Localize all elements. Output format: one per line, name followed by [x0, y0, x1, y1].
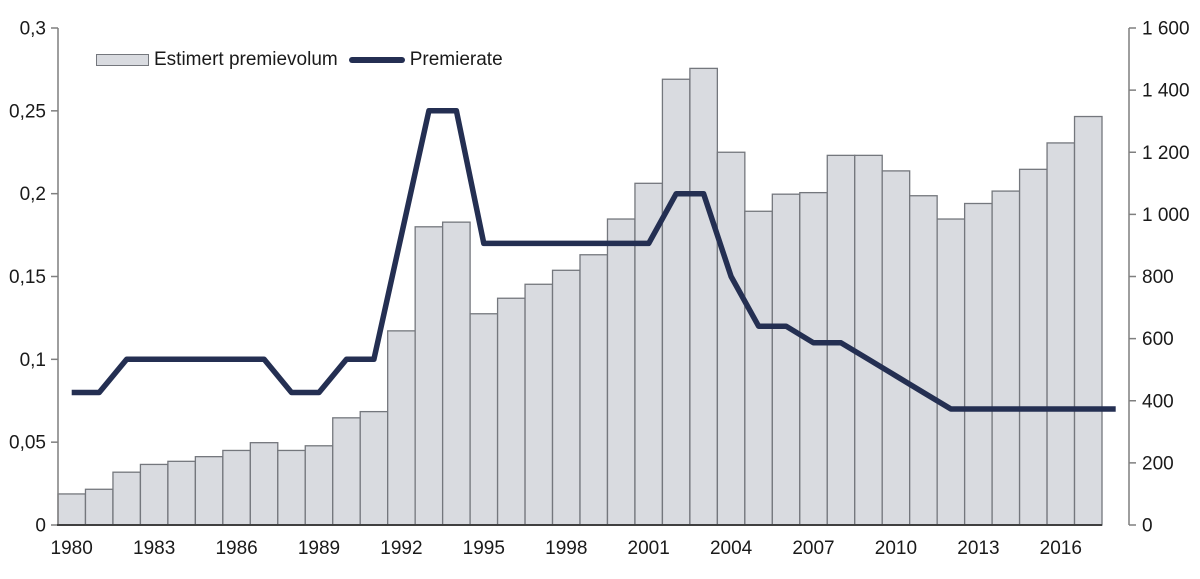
bar-2010	[881, 170, 911, 526]
right-axis-tick-label: 800	[1142, 267, 1174, 288]
left-axis-tick-label: 0,1	[20, 350, 46, 371]
bar-1985	[194, 456, 224, 526]
bar-2001	[634, 182, 664, 526]
bar-1989	[304, 445, 334, 526]
right-axis-tick-label: 200	[1142, 453, 1174, 474]
left-axis-tick-label: 0,2	[20, 184, 46, 205]
x-axis-tick-label: 1989	[298, 538, 340, 559]
bar-1997	[524, 283, 554, 526]
left-axis-tick-label: 0	[35, 516, 46, 537]
line-series-swatch-icon	[348, 56, 405, 63]
left-axis-tick-label: 0,05	[9, 433, 46, 454]
bar-1992	[387, 330, 416, 526]
bar-1982	[112, 471, 142, 526]
bar-1981	[84, 488, 114, 526]
bar-1988	[277, 449, 306, 526]
right-axis-tick-label: 400	[1142, 391, 1174, 412]
bar-1999	[579, 254, 609, 526]
legend-item-premierate: Premierate	[348, 49, 503, 70]
left-axis-tick-label: 0,25	[9, 101, 46, 122]
right-axis-tick-label: 0	[1142, 516, 1153, 537]
x-axis-tick-label: 1983	[133, 538, 175, 559]
left-axis-tick-label: 0,15	[9, 267, 46, 288]
legend-item-estimert-premievolum: Estimert premievolum	[96, 50, 338, 69]
bar-1996	[496, 297, 526, 526]
chart-legend: Estimert premievolum Premierate	[96, 50, 503, 69]
bar-1980	[57, 493, 87, 526]
x-axis-tick-label: 1992	[380, 538, 422, 559]
bar-1987	[249, 442, 279, 526]
bar-2004	[716, 151, 746, 526]
bar-2017	[1073, 115, 1103, 526]
x-axis-tick-label: 2016	[1040, 538, 1082, 559]
x-axis-tick-label: 1995	[463, 538, 505, 559]
bar-2015	[1018, 168, 1048, 526]
bar-2002	[661, 78, 691, 526]
bar-1986	[222, 449, 251, 526]
x-axis-tick-label: 2010	[875, 538, 917, 559]
bar-2000	[606, 218, 636, 526]
right-axis-tick-label: 1 600	[1142, 19, 1190, 40]
bar-1990	[332, 417, 361, 526]
axes: 0 0,05 0,1 0,15 0,2 0,25 0,3 0 200 400 600 800 1 000…	[9, 19, 1190, 560]
bar-1991	[359, 410, 389, 526]
bar-2007	[799, 191, 828, 526]
bar-1983	[139, 463, 169, 526]
bar-2009	[854, 154, 883, 526]
x-axis-tick-label: 1980	[51, 538, 93, 559]
bar-2012	[936, 218, 966, 526]
bar-2013	[963, 202, 993, 526]
legend-label-premierate: Premierate	[409, 49, 503, 70]
right-axis-tick-label: 1 000	[1142, 205, 1190, 226]
bar-2005	[744, 210, 773, 526]
x-axis-tick-label: 2001	[628, 538, 670, 559]
x-axis-tick-label: 1998	[545, 538, 587, 559]
bar-2011	[909, 195, 938, 526]
bars-series	[57, 67, 1103, 526]
left-axis-tick-label: 0,3	[20, 19, 46, 40]
bar-1984	[167, 460, 197, 526]
bar-2014	[991, 190, 1021, 526]
x-axis-tick-label: 1986	[215, 538, 257, 559]
bar-series-swatch-icon	[96, 53, 149, 66]
bar-2006	[771, 193, 801, 526]
bar-1993	[414, 226, 444, 526]
right-axis-tick-label: 1 200	[1142, 143, 1190, 164]
x-axis-tick-label: 2007	[792, 538, 834, 559]
x-axis-tick-label: 2004	[710, 538, 753, 559]
bar-2003	[689, 67, 719, 526]
right-axis-tick-label: 600	[1142, 329, 1174, 350]
premierate-line	[71, 108, 1116, 412]
bar-1994	[441, 221, 471, 526]
bar-1998	[551, 269, 581, 526]
x-axis-tick-label: 2013	[957, 538, 999, 559]
bar-1995	[469, 313, 499, 526]
legend-label-estimert-premievolum: Estimert premievolum	[154, 49, 338, 70]
bar-2016	[1046, 142, 1076, 526]
right-axis-tick-label: 1 400	[1142, 81, 1190, 102]
